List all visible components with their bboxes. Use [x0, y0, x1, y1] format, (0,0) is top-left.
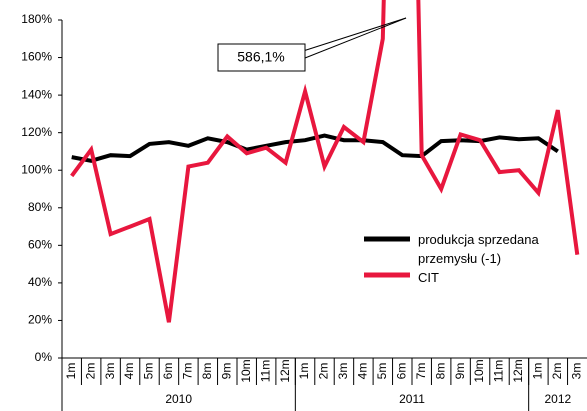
x-tick-label: 1m: [531, 363, 545, 380]
x-tick-label: 8m: [200, 363, 214, 380]
x-tick-label: 10m: [472, 359, 486, 382]
x-tick-label: 3m: [103, 363, 117, 380]
y-tick-label: 40%: [28, 275, 52, 289]
x-tick-label: 12m: [511, 359, 525, 382]
y-tick-label: 20%: [28, 313, 52, 327]
x-tick-label: 3m: [569, 363, 583, 380]
x-tick-label: 9m: [219, 363, 233, 380]
y-tick-label: 180%: [21, 12, 52, 26]
x-tick-label: 2m: [317, 363, 331, 380]
x-tick-label: 8m: [433, 363, 447, 380]
x-tick-label: 6m: [161, 363, 175, 380]
x-tick-label: 12m: [278, 359, 292, 382]
y-tick-label: 160%: [21, 50, 52, 64]
callout-label: 586,1%: [237, 49, 284, 65]
y-tick-label: 140%: [21, 87, 52, 101]
legend-label: CIT: [418, 270, 439, 285]
series-line: [70, 0, 580, 323]
x-tick-label: 6m: [394, 363, 408, 380]
year-label: 2012: [544, 392, 571, 406]
x-tick-label: 11m: [492, 360, 506, 382]
x-tick-label: 4m: [356, 363, 370, 380]
x-tick-label: 10m: [239, 359, 253, 382]
year-label: 2011: [399, 392, 425, 406]
plot-area: [70, 0, 580, 323]
x-tick-label: 5m: [142, 363, 156, 380]
year-label: 2010: [165, 392, 192, 406]
callout-box: [217, 43, 306, 72]
x-tick-label: 3m: [336, 363, 350, 380]
y-tick-label: 80%: [28, 200, 52, 214]
y-tick-label: 60%: [28, 238, 52, 252]
x-tick-label: 11m: [258, 360, 272, 382]
x-tick-label: 2m: [550, 363, 564, 380]
x-tick-label: 2m: [83, 363, 97, 380]
x-tick-label: 7m: [414, 363, 428, 380]
y-tick-label: 100%: [21, 162, 52, 176]
x-tick-label: 1m: [64, 363, 78, 380]
y-tick-label: 0%: [35, 350, 53, 364]
x-tick-label: 9m: [453, 363, 467, 380]
callout-line: [304, 17, 407, 59]
legend-label: produkcja sprzedana przemysłu (-1): [418, 232, 539, 266]
x-tick-label: 1m: [297, 363, 311, 380]
x-tick-label: 4m: [122, 363, 136, 380]
x-tick-label: 5m: [375, 363, 389, 380]
x-tick-label: 7m: [181, 363, 195, 380]
y-tick-label: 120%: [21, 125, 52, 139]
callout-line: [299, 17, 407, 53]
